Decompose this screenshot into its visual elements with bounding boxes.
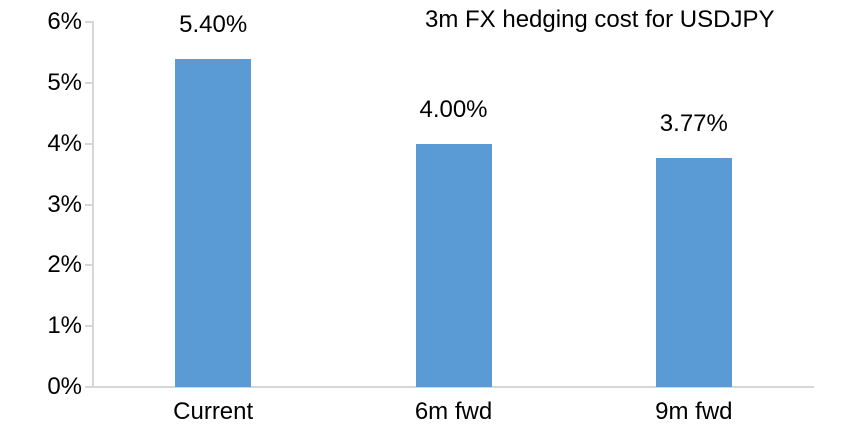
y-axis-tick-label: 2% [47,251,82,279]
y-axis-tick-label: 4% [47,129,82,157]
y-axis-tick-label: 5% [47,68,82,96]
y-axis-tick-label: 3% [47,190,82,218]
y-axis-tick [85,81,93,84]
y-axis-tick [85,21,93,23]
y-axis-tick [85,325,93,328]
y-axis-tick-label: 1% [47,312,82,340]
x-axis-category-label: 6m fwd [414,398,493,425]
y-axis-tick [85,203,93,206]
y-axis-tick [85,264,93,267]
y-axis-line [92,21,94,388]
y-axis-tick-label: 6% [47,8,82,35]
bar-value-label: 5.40% [179,10,248,38]
x-axis-category-label: Current [173,398,254,425]
bar-value-label: 3.77% [659,109,728,137]
chart-title: 3m FX hedging cost for USDJPY [425,6,775,33]
bar-current [175,58,252,387]
y-axis-tick [85,386,93,388]
x-axis-line [92,386,814,388]
bar-9m-fwd [655,157,732,387]
bar-value-label: 4.00% [419,95,488,123]
x-axis-category-label: 9m fwd [655,398,733,425]
y-axis-tick-label: 0% [47,373,82,400]
y-axis-tick [85,142,93,145]
bar-6m-fwd [415,143,492,387]
